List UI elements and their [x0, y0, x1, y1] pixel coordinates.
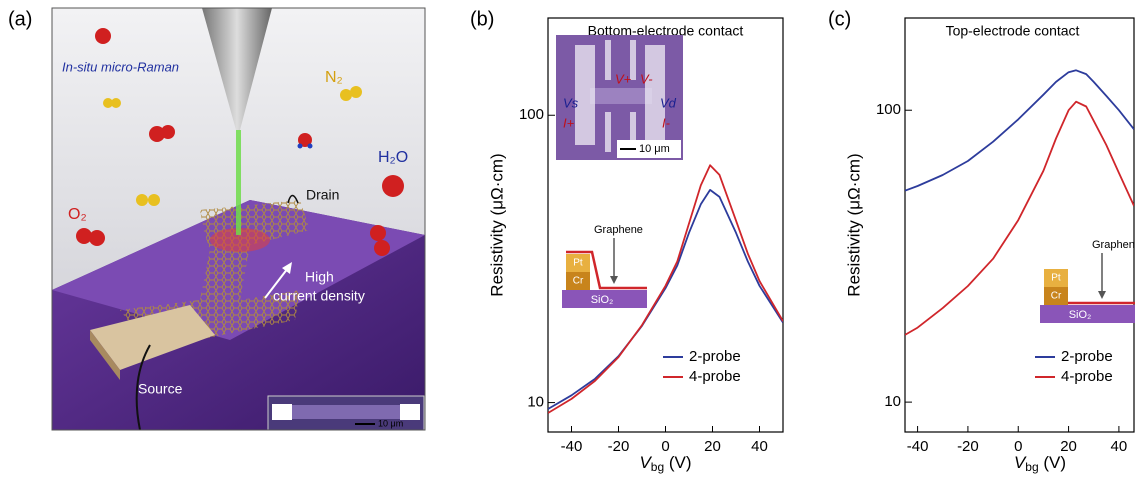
micrograph-electrode — [605, 112, 611, 152]
micrograph-label: I+ — [563, 115, 575, 130]
micrograph-label: I- — [662, 115, 671, 130]
x-tick-label: 20 — [704, 438, 721, 455]
label: current density — [273, 288, 365, 304]
x-tick-label: -20 — [608, 438, 630, 455]
schematic-label: Graphene — [594, 224, 643, 236]
label: O₂ — [68, 206, 87, 223]
legend-label: 4-probe — [689, 368, 741, 385]
panel-label: (b) — [470, 8, 494, 30]
panel-label: (a) — [8, 8, 32, 30]
x-tick-label: 40 — [1111, 438, 1128, 455]
schematic-arrow-head — [1098, 291, 1106, 299]
micrograph-channel — [590, 88, 652, 104]
schematic-label: Pt — [1051, 273, 1061, 284]
x-axis-unit: (V) — [664, 453, 691, 472]
label: High — [305, 269, 334, 285]
schematic-arrow-head — [610, 276, 618, 284]
legend-label: 4-probe — [1061, 368, 1113, 385]
label: H₂O — [378, 149, 408, 166]
chart: -40 -20 0 20 40 10 100 Vbg (V) Resistivity (μΩ·c… — [487, 18, 783, 474]
x-axis-subscript: bg — [1025, 460, 1038, 474]
x-axis-label: Vbg (V) — [1014, 453, 1066, 474]
x-tick-label: 40 — [751, 438, 768, 455]
micrograph-label: Vs — [563, 95, 579, 110]
x-axis-subscript: bg — [651, 460, 664, 474]
chart: -40 -20 0 20 40 10 100 Vbg (V) Resistivity (μΩ·c… — [844, 18, 1135, 474]
x-tick-label: -20 — [957, 438, 979, 455]
y-axis-label: Resistivity (μΩ·cm) — [844, 153, 863, 296]
x-tick-label: -40 — [561, 438, 583, 455]
illustration: In-situ micro-Raman N₂ H₂O O₂ Drain High… — [52, 8, 425, 430]
x-tick-label: -40 — [907, 438, 929, 455]
micrograph-label: V- — [640, 71, 653, 86]
x-axis-unit: (V) — [1039, 453, 1066, 472]
legend-label: 2-probe — [1061, 348, 1113, 365]
schematic-label: SiO₂ — [591, 294, 614, 306]
label: Drain — [306, 187, 339, 203]
x-tick-label: 0 — [661, 438, 669, 455]
chart-title: Top-electrode contact — [946, 23, 1080, 39]
y-tick-label: 100 — [519, 106, 544, 123]
series-line — [905, 102, 1134, 335]
y-axis-label: Resistivity (μΩ·cm) — [487, 153, 506, 296]
legend-label: 2-probe — [689, 348, 741, 365]
y-tick-label: 100 — [876, 101, 901, 118]
label: N₂ — [325, 69, 343, 86]
laser-beam — [236, 130, 241, 235]
schematic-label: SiO₂ — [1069, 309, 1092, 321]
y-tick-label: 10 — [884, 393, 901, 410]
label: In-situ micro-Raman — [62, 59, 179, 74]
label: Source — [138, 381, 183, 397]
x-tick-label: 20 — [1060, 438, 1077, 455]
micrograph-channel — [292, 405, 400, 419]
scale-label: 10 μm — [639, 143, 670, 155]
y-tick-label: 10 — [527, 394, 544, 411]
x-tick-label: 0 — [1014, 438, 1022, 455]
panel-label: (c) — [828, 8, 851, 30]
schematic-label: Cr — [573, 276, 584, 287]
micrograph-electrode — [605, 40, 611, 80]
schematic-label: Graphene — [1092, 239, 1135, 251]
micrograph-label: V+ — [615, 71, 632, 86]
micrograph-label: Vd — [660, 95, 677, 110]
micrograph-pad — [272, 404, 292, 420]
x-axis-label: Vbg (V) — [639, 453, 691, 474]
figure: In-situ micro-Raman N₂ H₂O O₂ Drain High… — [0, 0, 1135, 477]
label: 10 μm — [378, 418, 403, 428]
schematic-label: Pt — [573, 258, 583, 269]
schematic-label: Cr — [1051, 291, 1062, 302]
